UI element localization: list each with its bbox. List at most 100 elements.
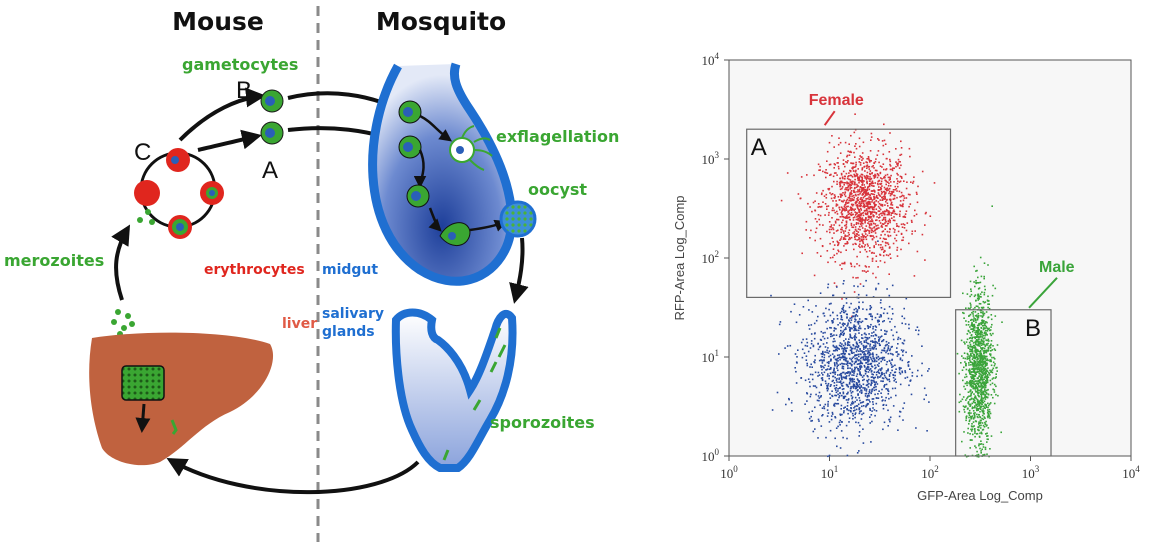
data-point <box>858 318 861 320</box>
data-point <box>883 168 885 171</box>
data-point <box>976 387 979 390</box>
data-point <box>983 337 986 339</box>
data-point <box>831 353 834 355</box>
data-point <box>868 232 871 234</box>
data-point <box>837 388 839 390</box>
data-point <box>832 379 834 382</box>
data-point <box>896 246 899 249</box>
data-point <box>986 441 988 443</box>
data-point <box>877 173 879 176</box>
data-point <box>868 224 871 227</box>
data-point <box>969 350 971 353</box>
data-point <box>839 264 841 266</box>
data-point <box>846 155 848 158</box>
data-point <box>980 395 983 397</box>
data-point <box>830 335 832 338</box>
data-point <box>822 170 824 173</box>
data-point <box>987 416 989 419</box>
data-point <box>809 385 811 388</box>
data-point <box>983 331 986 334</box>
data-point <box>849 169 851 172</box>
data-point <box>971 321 973 324</box>
data-point <box>969 439 972 441</box>
data-point <box>988 345 991 347</box>
data-point <box>858 181 860 184</box>
data-point <box>861 177 864 180</box>
data-point <box>867 206 869 209</box>
data-point <box>835 387 838 389</box>
data-point <box>841 186 844 188</box>
data-point <box>855 313 857 316</box>
data-point <box>978 444 980 447</box>
data-point <box>984 394 987 397</box>
data-point <box>984 288 986 291</box>
data-point <box>979 351 982 353</box>
data-point <box>846 313 848 316</box>
data-point <box>833 370 835 372</box>
data-point <box>856 183 858 186</box>
x-tick-label: 100 <box>720 464 738 481</box>
data-point <box>869 247 871 249</box>
data-point <box>854 191 856 193</box>
data-point <box>868 220 870 223</box>
data-point <box>882 153 885 156</box>
data-point <box>836 286 838 288</box>
data-point <box>843 371 845 374</box>
data-point <box>973 344 976 347</box>
data-point <box>897 336 900 339</box>
data-point <box>834 394 836 397</box>
data-point <box>853 328 856 330</box>
data-point <box>880 329 882 331</box>
data-point <box>818 374 821 376</box>
data-point <box>988 303 990 305</box>
data-point <box>971 318 973 321</box>
data-point <box>884 192 886 194</box>
data-point <box>978 385 980 387</box>
data-point <box>858 327 860 329</box>
data-point <box>972 400 975 403</box>
data-point <box>847 186 849 189</box>
data-point <box>817 343 819 345</box>
data-point <box>881 396 883 398</box>
data-point <box>834 363 836 366</box>
data-point <box>865 356 868 358</box>
data-point <box>868 226 871 228</box>
data-point <box>961 440 963 443</box>
data-point <box>991 369 994 371</box>
data-point <box>842 356 845 359</box>
data-point <box>981 403 983 405</box>
data-point <box>827 352 830 354</box>
data-point <box>994 287 997 290</box>
data-point <box>840 329 842 332</box>
data-point <box>865 392 868 395</box>
data-point <box>973 428 976 431</box>
data-point <box>847 231 850 234</box>
data-point <box>854 325 857 328</box>
data-point <box>850 363 853 366</box>
data-point <box>826 205 828 208</box>
data-point <box>878 227 880 229</box>
data-point <box>984 376 986 378</box>
data-point <box>873 185 875 187</box>
data-point <box>984 421 986 424</box>
mouse-header: Mouse <box>172 7 264 36</box>
data-point <box>888 378 890 381</box>
data-point <box>873 389 876 392</box>
data-point <box>849 188 851 190</box>
data-point <box>865 308 868 311</box>
data-point <box>897 206 899 209</box>
data-point <box>839 363 842 366</box>
data-point <box>863 204 865 206</box>
data-point <box>860 321 863 324</box>
data-point <box>838 377 841 379</box>
data-point <box>981 417 983 420</box>
data-point <box>871 332 873 334</box>
data-point <box>889 221 891 224</box>
data-point <box>870 365 873 367</box>
data-point <box>880 190 883 193</box>
data-point <box>863 235 865 237</box>
data-point <box>982 355 985 357</box>
data-point <box>994 363 996 365</box>
data-point <box>843 292 846 294</box>
data-point <box>901 204 904 206</box>
